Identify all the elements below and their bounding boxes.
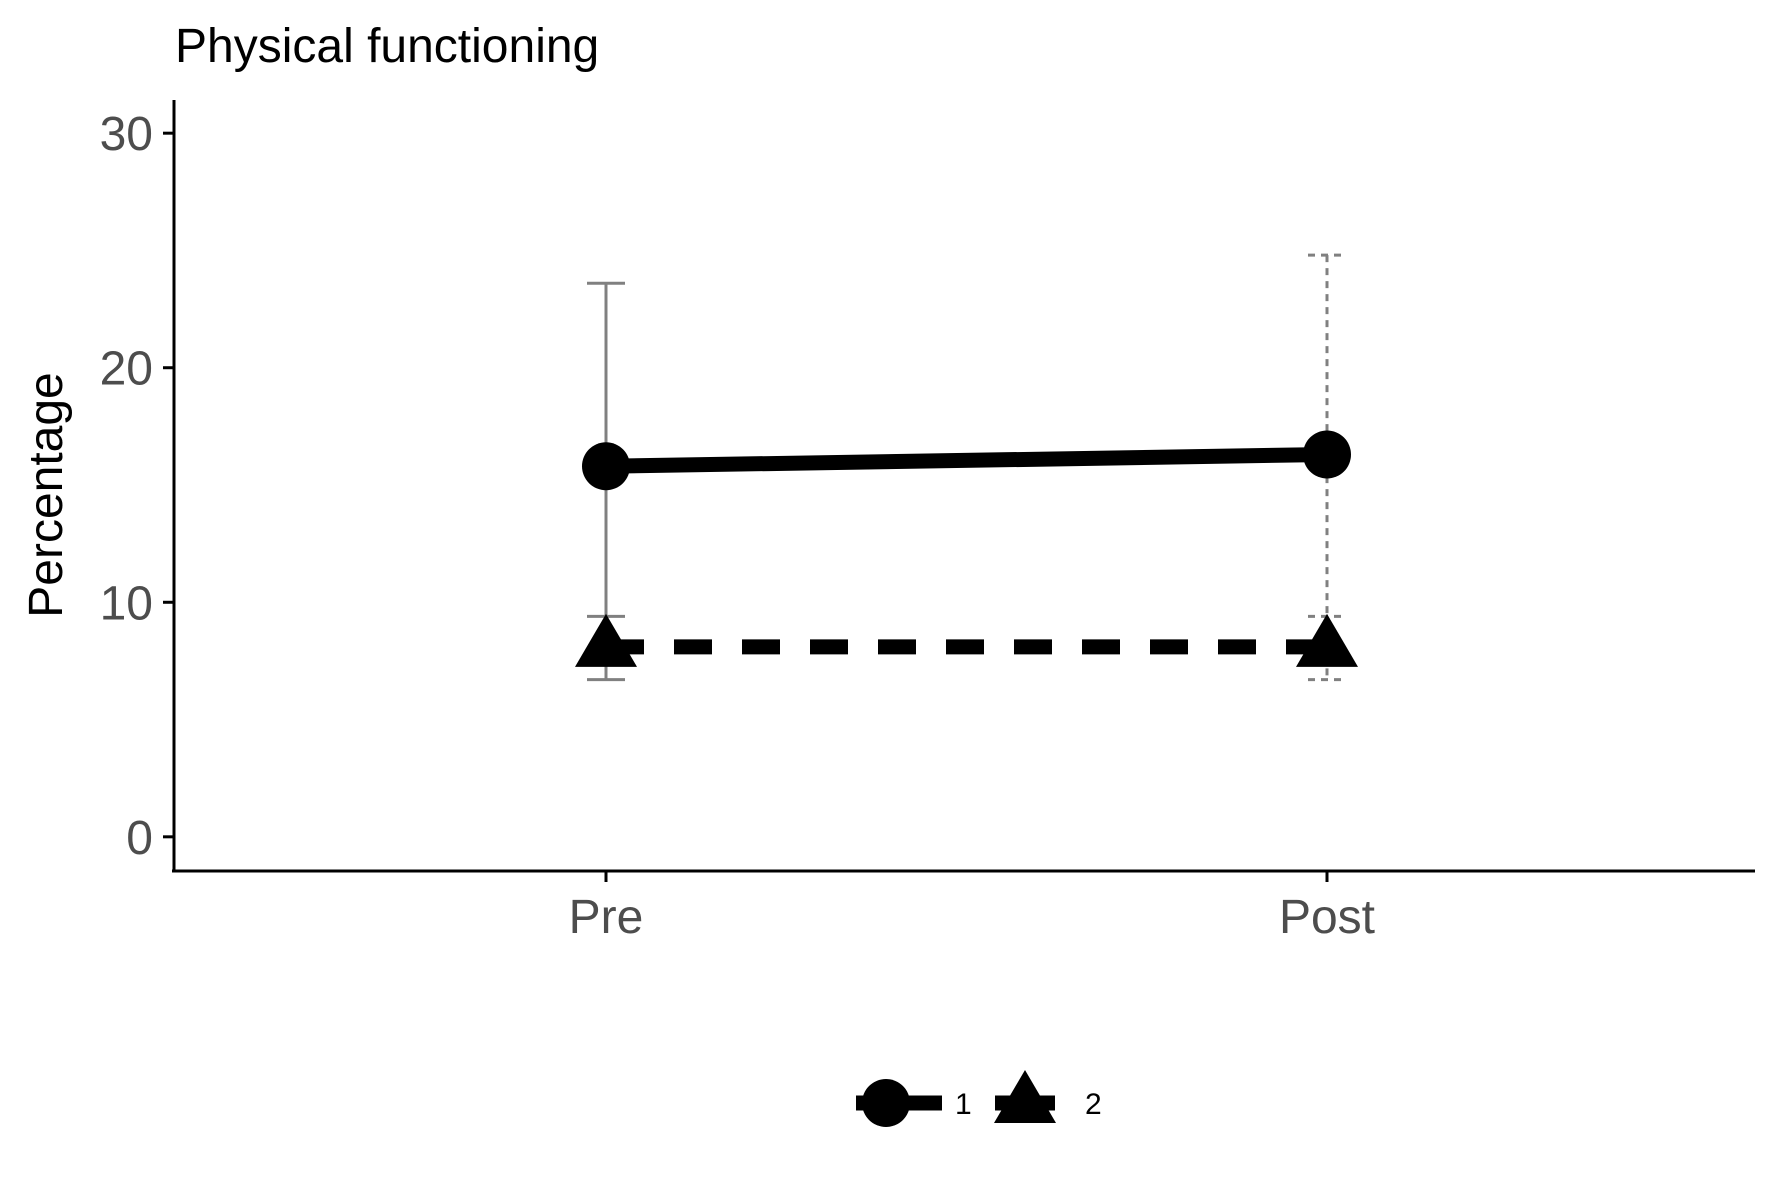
data-point-triangle [1296,613,1358,667]
legend-label: 2 [1085,1088,1102,1121]
y-tick-label: 10 [100,577,153,630]
chart-title: Physical functioning [175,20,599,73]
data-point-triangle [575,613,637,667]
series-line-1 [605,447,1328,474]
y-tick-label: 0 [126,812,153,865]
x-tick-label: Post [1279,891,1375,944]
data-point-circle [582,442,630,491]
y-tick-label: 20 [100,343,153,396]
plot-area [575,253,1358,682]
y-axis-label: Percentage [20,372,73,618]
legend-item-2: 2 [994,1070,1102,1123]
legend-item-1: 1 [856,1079,972,1127]
axes: 0 10 20 30 Pre Post [100,100,1755,944]
y-tick-label: 30 [100,108,153,161]
x-tick-label: Pre [569,891,644,944]
legend-key-triangle [994,1070,1056,1123]
legend-key-circle [862,1079,910,1127]
legend-label: 1 [955,1088,972,1121]
data-point-circle [1303,430,1351,479]
